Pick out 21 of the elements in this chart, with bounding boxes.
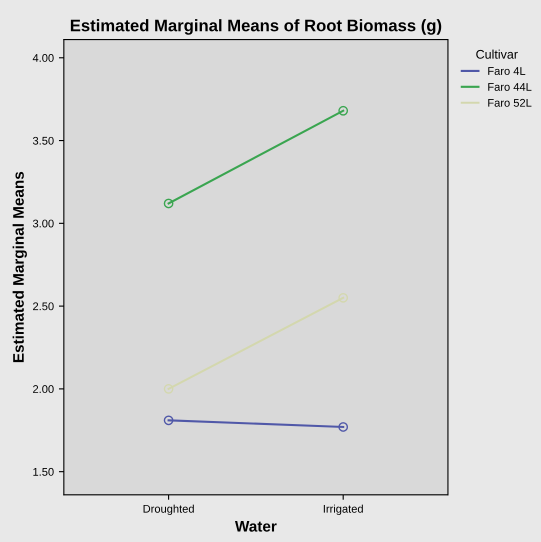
legend-label: Faro 44L (488, 83, 532, 91)
legend-title: Cultivar (476, 50, 518, 59)
y-tick-label: 3.00 (32, 220, 54, 228)
y-tick-label: 3.50 (32, 136, 54, 145)
point (338, 106, 348, 116)
point (164, 198, 174, 208)
y-tick-label: 2.50 (33, 302, 54, 310)
y-axis-title: Estimated Marginal Means (12, 172, 27, 362)
y-tick-label: 2.00 (33, 385, 54, 394)
y-tick-label: 4.00 (32, 54, 54, 62)
x-axis-title: Water (234, 521, 277, 532)
x-tick-label: Droughted (144, 504, 194, 515)
point (164, 384, 174, 394)
legend-label: Faro 4L (488, 67, 526, 75)
point (338, 292, 348, 303)
legend-label: Faro 52L (488, 98, 532, 107)
point (338, 422, 348, 432)
y-tick-label: 1.50 (33, 468, 54, 476)
point (164, 415, 174, 426)
x-tick-label: Irrigated (324, 504, 363, 515)
chart-title: Estimated Marginal Means of Root Biomass (g) (70, 19, 442, 35)
